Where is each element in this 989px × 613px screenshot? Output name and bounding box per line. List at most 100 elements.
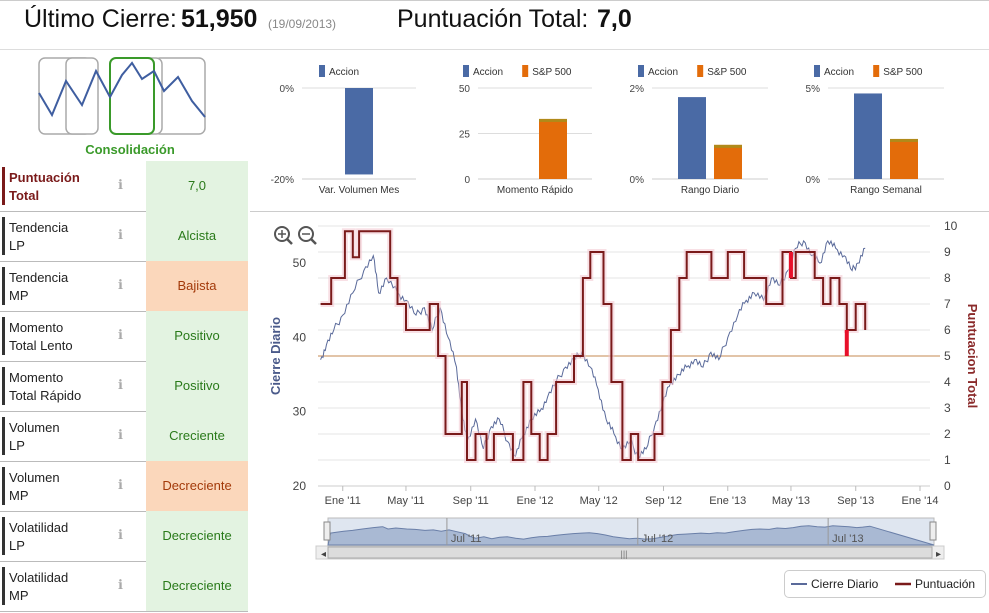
- row-marker: [2, 567, 5, 605]
- mini-chart-daily-range: Accion S&P 500 2% 0% Rango Diario: [630, 65, 768, 196]
- header-bar: Último Cierre: 51,950 (19/09/2013) Puntu…: [0, 0, 989, 50]
- indicator-row: Volumen LP ℹ Creciente: [0, 411, 248, 462]
- indicator-label: Momento Total Rápido: [9, 370, 82, 403]
- navigator-right-handle[interactable]: [929, 521, 937, 541]
- indicator-row: Momento Total Rápido ℹ Positivo: [0, 361, 248, 412]
- x-tick-label: Ene '13: [709, 495, 746, 507]
- info-icon[interactable]: ℹ: [118, 327, 123, 342]
- indicator-label: Momento Total Lento: [9, 320, 73, 353]
- right-tick-label: 8: [944, 271, 951, 285]
- divider: [250, 211, 989, 212]
- navigator-tick-label: Jul '13: [832, 533, 863, 545]
- indicator-row: Momento Total Lento ℹ Positivo: [0, 311, 248, 362]
- legend-label: S&P 500: [532, 67, 572, 78]
- indicator-value: Positivo: [146, 361, 248, 411]
- scroll-left-icon[interactable]: ◂: [321, 549, 326, 560]
- indicator-label: Volumen MP: [9, 470, 60, 503]
- right-tick-label: 9: [944, 245, 951, 259]
- bar-cap: [714, 144, 742, 148]
- info-icon[interactable]: ℹ: [118, 377, 123, 392]
- y-tick-label: 0%: [280, 84, 295, 95]
- y-tick-label: 50: [459, 84, 471, 95]
- legend-swatch: [697, 65, 704, 77]
- x-category-label: Momento Rápido: [497, 185, 574, 196]
- indicator-row: Puntuación Total ℹ 7,0: [0, 161, 248, 212]
- trend-pictogram-icon: [38, 57, 206, 135]
- row-marker: [2, 217, 5, 255]
- legend-label: Accion: [824, 67, 854, 78]
- x-tick-label: May '13: [772, 495, 810, 507]
- info-icon[interactable]: ℹ: [118, 177, 123, 192]
- y-tick-label: 0%: [630, 175, 645, 186]
- info-icon[interactable]: ℹ: [118, 527, 123, 542]
- bar-s-p-500[interactable]: [714, 144, 742, 179]
- right-tick-label: 1: [944, 453, 951, 467]
- legend-swatch: [463, 65, 469, 77]
- row-marker: [2, 317, 5, 355]
- bar-s-p-500[interactable]: [890, 138, 918, 179]
- legend-label: S&P 500: [707, 67, 747, 78]
- info-icon[interactable]: ℹ: [118, 427, 123, 442]
- left-axis-title: Cierre Diario: [268, 317, 283, 395]
- x-tick-label: Ene '14: [902, 495, 939, 507]
- info-icon[interactable]: ℹ: [118, 277, 123, 292]
- x-tick-label: Ene '11: [325, 495, 361, 507]
- legend-label: S&P 500: [883, 67, 923, 78]
- scrollbar-thumb[interactable]: [327, 546, 933, 559]
- navigator-left-handle[interactable]: [323, 521, 331, 541]
- info-icon[interactable]: ℹ: [118, 477, 123, 492]
- right-tick-label: 2: [944, 427, 951, 441]
- scroll-right-icon[interactable]: ▸: [936, 549, 941, 560]
- right-tick-label: 4: [944, 375, 951, 389]
- indicator-value: Decreciente: [146, 461, 248, 511]
- bar-accion[interactable]: [854, 93, 882, 179]
- legend-swatch: [522, 65, 529, 77]
- indicator-row: Volatilidad LP ℹ Decreciente: [0, 511, 248, 562]
- legend-close[interactable]: Cierre Diario: [811, 577, 879, 591]
- last-close-date: (19/09/2013): [268, 17, 337, 31]
- last-close-value: 51,950: [181, 5, 258, 33]
- bar-cap: [890, 138, 918, 142]
- row-marker: [2, 367, 5, 405]
- trend-label: Consolidación: [85, 142, 175, 157]
- info-icon[interactable]: ℹ: [118, 227, 123, 242]
- y-tick-label: 25: [459, 130, 471, 141]
- indicator-row: Tendencia MP ℹ Bajista: [0, 261, 248, 312]
- bar-s-p-500[interactable]: [539, 118, 567, 179]
- indicator-value: 7,0: [146, 161, 248, 211]
- indicator-value: Decreciente: [146, 511, 248, 561]
- zoom-in-icon[interactable]: [274, 226, 293, 245]
- legend-score[interactable]: Puntuación: [915, 577, 976, 591]
- info-icon[interactable]: ℹ: [118, 577, 123, 592]
- x-category-label: Rango Semanal: [850, 185, 922, 196]
- indicator-label: Puntuación Total: [9, 170, 80, 203]
- horizontal-scrollbar[interactable]: ◂ ▸ |||: [315, 545, 945, 560]
- zoom-out-icon[interactable]: [298, 226, 317, 245]
- y-tick-label: 5%: [806, 84, 821, 95]
- y-tick-label: -20%: [271, 175, 294, 186]
- indicator-value: Alcista: [146, 211, 248, 261]
- legend-swatch: [873, 65, 880, 77]
- indicator-label: Tendencia MP: [9, 270, 69, 303]
- navigator-tick-label: Jul '12: [642, 533, 673, 545]
- bar-accion[interactable]: [345, 88, 373, 175]
- bar-accion[interactable]: [678, 97, 706, 179]
- indicator-value: Positivo: [146, 311, 248, 361]
- mini-chart-weekly-range: Accion S&P 500 5% 0% Rango Semanal: [806, 65, 944, 196]
- indicator-row: Tendencia LP ℹ Alcista: [0, 211, 248, 262]
- row-marker: [2, 517, 5, 555]
- indicator-label: Volatilidad LP: [9, 520, 69, 553]
- right-tick-label: 7: [944, 297, 951, 311]
- close-price-line[interactable]: [320, 239, 866, 459]
- x-tick-label: Sep '13: [837, 495, 874, 507]
- main-price-score-chart[interactable]: 20 30 40 50 0 1 2 3 4 5 6 7 8 9 10 Ene '11 May '11 Sep '1…: [258, 212, 989, 572]
- row-marker: [2, 267, 5, 305]
- x-tick-label: May '11: [387, 495, 424, 507]
- left-tick-label: 20: [293, 479, 307, 493]
- x-tick-label: Sep '11: [453, 495, 489, 507]
- score-glow: [320, 228, 869, 463]
- range-navigator[interactable]: Jul '11 Jul '12 Jul '13: [323, 517, 937, 546]
- indicator-label: Volatilidad MP: [9, 570, 69, 603]
- navigator-tick-label: Jul '11: [451, 533, 482, 545]
- total-score-label: Puntuación Total:: [397, 5, 589, 33]
